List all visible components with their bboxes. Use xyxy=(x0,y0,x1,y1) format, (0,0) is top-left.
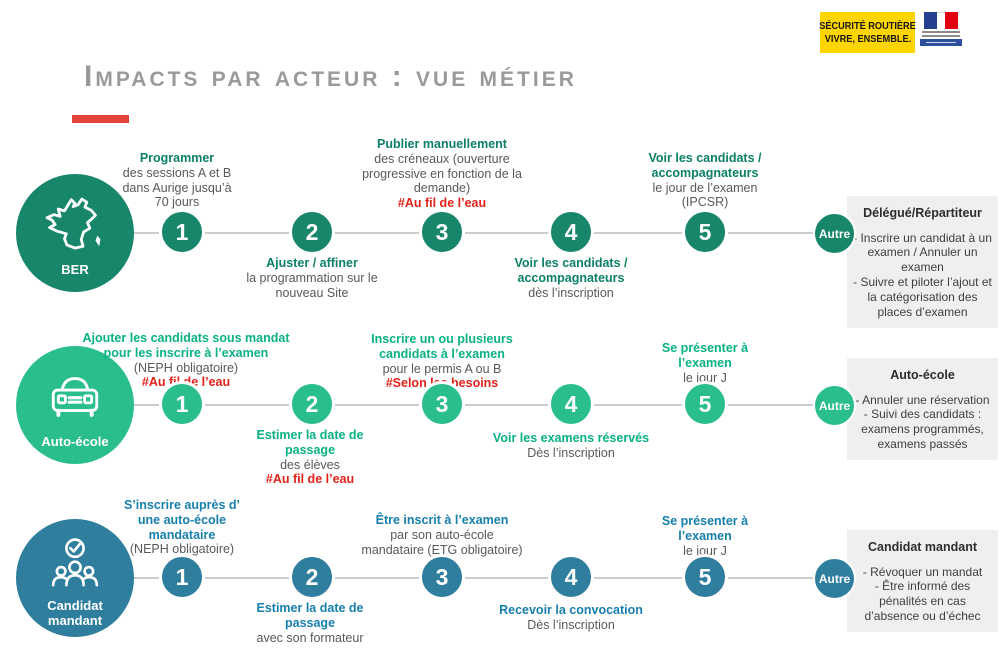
step-circle-4: 4 xyxy=(548,554,594,600)
step-label-4: Voir les examens réservés Dès l’inscript… xyxy=(476,431,666,461)
actor-label-ber: BER xyxy=(61,262,89,278)
step-body: pour le permis A ou B xyxy=(382,361,502,376)
france-map-icon xyxy=(45,197,101,250)
step-circle-3: 3 xyxy=(419,554,465,600)
autre-circle: Autre xyxy=(813,384,856,427)
step-tag: #Au fil de l’eau xyxy=(397,196,487,210)
step-title: Estimer la date de passage xyxy=(256,601,364,630)
step-title: S’inscrire auprès d’ une auto-école mand… xyxy=(123,498,241,542)
autre-circle: Autre xyxy=(813,557,856,600)
step-body: (NEPH obligatoire) xyxy=(129,542,235,557)
step-circle-1: 1 xyxy=(159,209,205,255)
step-body: des élèves xyxy=(280,457,340,472)
step-circle-2: 2 xyxy=(289,381,335,427)
step-title: Voir les examens réservés xyxy=(492,431,650,445)
title-underline xyxy=(72,115,129,123)
step-title: Se présenter à l’examen xyxy=(661,514,749,543)
step-circle-2: 2 xyxy=(289,209,335,255)
step-title: Estimer la date de passage xyxy=(256,428,364,457)
step-label-2: Estimer la date de passage avec son form… xyxy=(230,601,390,645)
actor-label-auto-ecole: Auto-école xyxy=(41,434,109,450)
step-label-5: Se présenter à l’examen le jour J xyxy=(635,514,775,558)
step-circle-2: 2 xyxy=(289,554,335,600)
step-body: des sessions A et B dans Aurige jusqu’à … xyxy=(122,165,232,210)
step-body: par son auto-école mandataire (ETG oblig… xyxy=(361,527,523,557)
page-title: Impacts par acteur : vue métier xyxy=(84,60,577,93)
info-box-delegue: Délégué/Répartiteur - Inscrire un candid… xyxy=(847,196,998,328)
info-box-candidat-mandant: Candidat mandant - Révoquer un mandat - … xyxy=(847,530,998,632)
step-title: Se présenter à l’examen xyxy=(661,341,749,370)
step-circle-5: 5 xyxy=(682,381,728,427)
step-title: Programmer xyxy=(139,151,215,165)
info-box-item: - Suivi des candidats : examens programm… xyxy=(861,407,984,452)
timeline-line xyxy=(133,577,852,579)
step-label-5: Voir les candidats / accompagnateurs le … xyxy=(625,151,785,210)
step-label-3: Publier manuellement des créneaux (ouver… xyxy=(347,137,537,211)
info-box-item: - Annuler une réservation xyxy=(855,392,990,407)
step-title: Voir les candidats / accompagnateurs xyxy=(514,256,628,285)
step-body: Dès l’inscription xyxy=(527,617,615,632)
step-label-4: Voir les candidats / accompagnateurs dès… xyxy=(491,256,651,300)
securite-routiere-line1: SÉCURITÉ ROUTIÈRE xyxy=(819,20,916,32)
step-circle-3: 3 xyxy=(419,381,465,427)
step-label-2: Ajuster / affiner la programmation sur l… xyxy=(232,256,392,300)
info-box-item: - Inscrire un candidat à un examen / Ann… xyxy=(853,230,992,275)
step-label-2: Estimer la date de passage des élèves #A… xyxy=(235,428,385,487)
step-body: le jour de l’examen (IPCSR) xyxy=(652,180,758,210)
step-title: Voir les candidats / accompagnateurs xyxy=(648,151,762,180)
info-box-title: Auto-école xyxy=(890,368,955,382)
step-label-3: Être inscrit à l’examen par son auto-éco… xyxy=(337,513,547,557)
step-title: Ajouter les candidats sous mandat pour l… xyxy=(82,331,290,360)
info-box-auto-ecole: Auto-école - Annuler une réservation - S… xyxy=(847,358,998,460)
info-box-title: Délégué/Répartiteur xyxy=(863,206,982,220)
step-circle-4: 4 xyxy=(548,209,594,255)
step-circle-4: 4 xyxy=(548,381,594,427)
actor-circle-ber: BER xyxy=(16,174,134,292)
car-icon xyxy=(51,377,99,417)
info-box-item: - Révoquer un mandat xyxy=(862,564,983,579)
step-circle-1: 1 xyxy=(159,554,205,600)
securite-routiere-logo: SÉCURITÉ ROUTIÈRE VIVRE, ENSEMBLE. xyxy=(819,12,916,53)
step-body: (NEPH obligatoire) xyxy=(133,360,239,375)
step-label-1: Programmer des sessions A et B dans Auri… xyxy=(97,151,257,210)
info-box-item: - Suivre et piloter l’ajout et la catégo… xyxy=(853,275,992,319)
step-body: la programmation sur le nouveau Site xyxy=(246,270,378,300)
step-title: Publier manuellement xyxy=(377,137,507,151)
autre-circle: Autre xyxy=(813,212,856,255)
people-clock-icon xyxy=(51,538,99,587)
step-tag: #Au fil de l’eau xyxy=(265,472,355,487)
republique-francaise-logo xyxy=(917,10,965,55)
actor-label-candidat-mandant: Candidat mandant xyxy=(47,598,103,629)
step-circle-5: 5 xyxy=(682,209,728,255)
step-body: avec son formateur xyxy=(256,630,364,645)
step-title: Ajuster / affiner xyxy=(266,256,358,270)
step-label-1: S’inscrire auprès d’ une auto-école mand… xyxy=(102,498,262,557)
step-label-4: Recevoir la convocation Dès l’inscriptio… xyxy=(476,603,666,633)
step-title: Être inscrit à l’examen xyxy=(375,513,509,527)
step-circle-1: 1 xyxy=(159,381,205,427)
info-box-item: - Être informé des pénalités en cas d’ab… xyxy=(864,579,981,624)
timeline-line xyxy=(133,232,852,234)
step-body: des créneaux (ouverture progressive en f… xyxy=(362,151,522,196)
info-box-title: Candidat mandant xyxy=(867,540,978,554)
step-body: Dès l’inscription xyxy=(527,445,615,460)
actor-circle-auto-ecole: Auto-école xyxy=(16,346,134,464)
step-title: Recevoir la convocation xyxy=(499,603,643,617)
timeline-line xyxy=(133,404,852,406)
securite-routiere-line2: VIVRE, ENSEMBLE. xyxy=(824,33,911,45)
step-circle-3: 3 xyxy=(419,209,465,255)
french-flag-icon xyxy=(924,12,958,29)
step-circle-5: 5 xyxy=(682,554,728,600)
step-label-5: Se présenter à l’examen le jour J xyxy=(635,341,775,385)
step-title: Inscrire un ou plusieurs candidats à l’e… xyxy=(371,332,513,361)
actor-circle-candidat-mandant: Candidat mandant xyxy=(16,519,134,637)
step-body: dès l’inscription xyxy=(528,285,614,300)
